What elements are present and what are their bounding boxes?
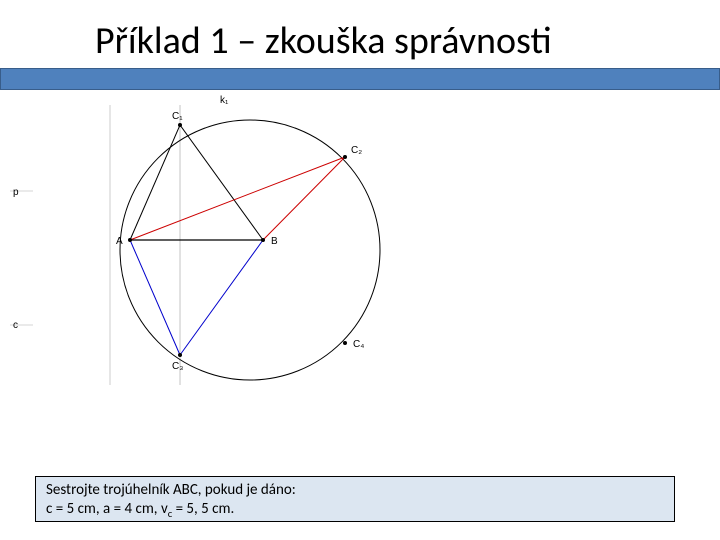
accent-bar — [0, 68, 720, 90]
svg-text:C₁: C₁ — [172, 111, 183, 122]
svg-text:C₂: C₂ — [351, 145, 362, 156]
diagram-svg: A B C₁ C₂ C₃ C₄ k₁ p c — [5, 95, 425, 395]
task-box: Sestrojte trojúhelník ABC, pokud je dáno… — [35, 476, 675, 522]
task-line-2-a: c = 5 cm, a = 4 cm, v — [46, 500, 168, 518]
svg-text:C₄: C₄ — [353, 339, 364, 350]
page-title: Příklad 1 – zkouška správnosti — [95, 18, 552, 64]
svg-text:C₃: C₃ — [172, 361, 183, 372]
svg-text:B: B — [271, 236, 278, 247]
svg-text:p: p — [13, 187, 19, 198]
svg-text:A: A — [116, 236, 123, 247]
task-line-2-b: = 5, 5 cm. — [172, 500, 234, 518]
svg-text:c: c — [13, 320, 18, 331]
geometry-diagram: A B C₁ C₂ C₃ C₄ k₁ p c — [5, 95, 425, 395]
task-line-2: c = 5 cm, a = 4 cm, vc = 5, 5 cm. — [46, 500, 664, 520]
task-line-1: Sestrojte trojúhelník ABC, pokud je dáno… — [46, 481, 664, 500]
svg-text:k₁: k₁ — [220, 95, 229, 106]
